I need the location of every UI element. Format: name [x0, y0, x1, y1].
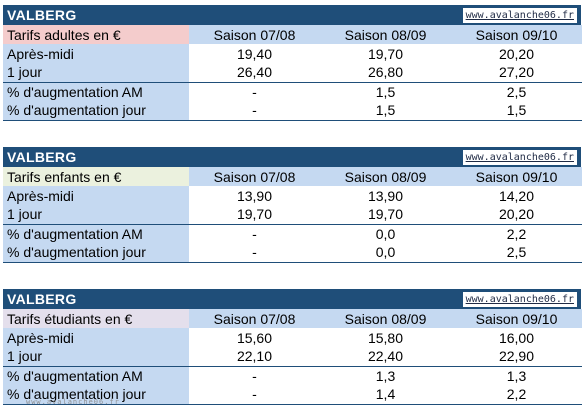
column-header-row: Tarifs enfants en € Saison 07/08 Saison …: [3, 167, 582, 186]
cell-value: -: [189, 101, 320, 121]
column-header: Saison 08/09: [320, 25, 451, 44]
watermark-text: www.avalanche06.fr: [26, 398, 120, 406]
cell-value: 15,80: [367, 329, 404, 346]
tariff-table-children: VALBERG www.avalanche06.fr Tarifs enfant…: [3, 147, 582, 263]
column-header: Saison 07/08: [189, 167, 320, 186]
table-row: % d'augmentation AM - 1,5 2,5: [3, 81, 582, 101]
column-header: Saison 08/09: [320, 167, 451, 186]
table-row: % d'augmentation jour - 1,5 1,5: [3, 101, 582, 121]
cell-value: 20,20: [498, 206, 535, 223]
row-label: 1 jour: [3, 63, 189, 82]
cell-value: 2,2: [451, 385, 582, 405]
table-row: Après-midi 19,40 19,70 20,20: [3, 44, 582, 63]
cell-value: 0,0: [320, 243, 451, 263]
table-row: % d'augmentation jour - 1,4 2,2: [3, 385, 582, 405]
cell-value: 27,20: [498, 64, 535, 81]
cell-value: 15,60: [236, 329, 273, 346]
column-header: Saison 08/09: [320, 309, 451, 328]
cell-value: 2,2: [451, 223, 582, 243]
resort-title: VALBERG: [7, 7, 77, 23]
cell-value: 1,5: [451, 101, 582, 121]
cell-value: 1,5: [320, 81, 451, 101]
cell-value: 13,90: [367, 187, 404, 204]
section-header: VALBERG www.avalanche06.fr: [3, 289, 581, 309]
table-row: 1 jour 19,70 19,70 20,20: [3, 205, 582, 224]
cell-value: 0,0: [320, 223, 451, 243]
resort-title: VALBERG: [7, 149, 77, 165]
cell-value: 2,5: [451, 81, 582, 101]
tariff-label: Tarifs adultes en €: [3, 25, 189, 44]
cell-value: -: [189, 81, 320, 101]
cell-value: 22,90: [498, 348, 535, 365]
column-header: Saison 09/10: [451, 25, 582, 44]
cell-value: 1,4: [320, 385, 451, 405]
column-header: Saison 07/08: [189, 25, 320, 44]
row-label: % d'augmentation AM: [3, 223, 189, 243]
cell-value: 22,40: [367, 348, 404, 365]
site-link[interactable]: www.avalanche06.fr: [462, 291, 577, 307]
section-header: VALBERG www.avalanche06.fr: [3, 5, 581, 25]
cell-value: 26,40: [236, 64, 273, 81]
cell-value: 22,10: [236, 348, 273, 365]
cell-value: 1,3: [320, 365, 451, 385]
resort-title: VALBERG: [7, 291, 77, 307]
row-label: % d'augmentation AM: [3, 365, 189, 385]
column-header: Saison 09/10: [451, 167, 582, 186]
table-row: 1 jour 22,10 22,40 22,90: [3, 347, 582, 366]
row-label: % d'augmentation AM: [3, 81, 189, 101]
row-label: % d'augmentation jour: [3, 385, 189, 405]
cell-value: 13,90: [236, 187, 273, 204]
cell-value: 19,70: [236, 206, 273, 223]
tariff-label: Tarifs étudiants en €: [3, 309, 189, 328]
site-link[interactable]: www.avalanche06.fr: [462, 149, 577, 165]
cell-value: -: [189, 223, 320, 243]
cell-value: 14,20: [498, 187, 535, 204]
cell-value: 19,70: [367, 45, 404, 62]
table-row: Après-midi 13,90 13,90 14,20: [3, 186, 582, 205]
table-row: 1 jour 26,40 26,80 27,20: [3, 63, 582, 82]
table-row: Après-midi 15,60 15,80 16,00: [3, 328, 582, 347]
tariff-table-students: VALBERG www.avalanche06.fr Tarifs étudia…: [3, 289, 582, 405]
row-label: Après-midi: [3, 44, 189, 63]
cell-value: 26,80: [367, 64, 404, 81]
row-label: 1 jour: [3, 347, 189, 366]
row-label: % d'augmentation jour: [3, 101, 189, 121]
cell-value: 2,5: [451, 243, 582, 263]
row-label: Après-midi: [3, 186, 189, 205]
cell-value: -: [189, 385, 320, 405]
cell-value: 19,70: [367, 206, 404, 223]
column-header-row: Tarifs adultes en € Saison 07/08 Saison …: [3, 25, 582, 44]
price-table: Tarifs étudiants en € Saison 07/08 Saiso…: [3, 309, 582, 405]
table-row: % d'augmentation AM - 1,3 1,3: [3, 365, 582, 385]
tariff-label: Tarifs enfants en €: [3, 167, 189, 186]
cell-value: 20,20: [498, 45, 535, 62]
cell-value: -: [189, 243, 320, 263]
cell-value: 1,5: [320, 101, 451, 121]
section-header: VALBERG www.avalanche06.fr: [3, 147, 581, 167]
column-header-row: Tarifs étudiants en € Saison 07/08 Saiso…: [3, 309, 582, 328]
cell-value: 16,00: [498, 329, 535, 346]
price-table: Tarifs enfants en € Saison 07/08 Saison …: [3, 167, 582, 263]
row-label: % d'augmentation jour: [3, 243, 189, 263]
price-table: Tarifs adultes en € Saison 07/08 Saison …: [3, 25, 582, 121]
column-header: Saison 07/08: [189, 309, 320, 328]
table-row: % d'augmentation AM - 0,0 2,2: [3, 223, 582, 243]
column-header: Saison 09/10: [451, 309, 582, 328]
row-label: 1 jour: [3, 205, 189, 224]
tariff-table-adults: VALBERG www.avalanche06.fr Tarifs adulte…: [3, 5, 582, 121]
table-row: % d'augmentation jour - 0,0 2,5: [3, 243, 582, 263]
row-label: Après-midi: [3, 328, 189, 347]
cell-value: -: [189, 365, 320, 385]
cell-value: 1,3: [451, 365, 582, 385]
cell-value: 19,40: [236, 45, 273, 62]
site-link[interactable]: www.avalanche06.fr: [462, 7, 577, 23]
